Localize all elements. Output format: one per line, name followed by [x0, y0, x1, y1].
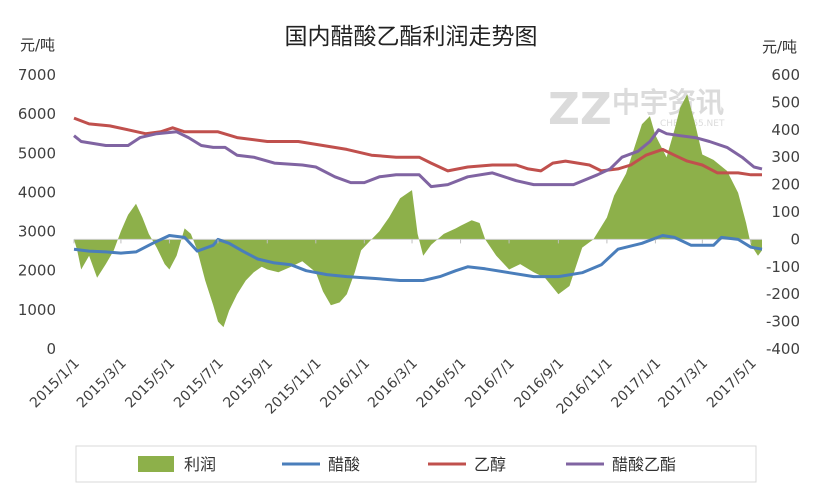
legend-label: 醋酸乙酯 [612, 455, 676, 474]
plot-area [73, 94, 763, 328]
right-y-tick-label: 500 [771, 93, 800, 111]
x-tick-label: 2016/3/1 [365, 356, 421, 412]
left-y-tick-label: 4000 [18, 183, 56, 201]
legend-swatch-area [138, 456, 174, 472]
left-y-tick-label: 5000 [18, 144, 56, 162]
x-tick-label: 2015/3/1 [74, 356, 130, 412]
x-tick-label: 2015/1/1 [27, 356, 83, 412]
x-tick-label: 2016/1/1 [317, 356, 373, 412]
series-line-acetic-acid [73, 234, 763, 282]
right-y-tick-label: 300 [771, 148, 800, 166]
right-y-tick-label: -100 [766, 258, 800, 276]
x-tick-label: 2017/5/1 [704, 356, 760, 412]
x-tick-label: 2016/5/1 [414, 356, 470, 412]
x-tick-label: 2016/7/1 [462, 356, 518, 412]
right-y-tick-label: -400 [766, 340, 800, 358]
left-y-tick-label: 3000 [18, 223, 56, 241]
left-y-axis: 0 1000 2000 3000 4000 5000 6000 7000 [18, 66, 56, 358]
legend-label: 乙醇 [474, 455, 506, 474]
series-area-profit [74, 94, 762, 328]
right-y-tick-label: 200 [771, 176, 800, 194]
right-y-tick-label: -300 [766, 313, 800, 331]
right-y-tick-label: -200 [766, 285, 800, 303]
x-tick-label: 2017/3/1 [655, 356, 711, 412]
left-y-tick-label: 0 [46, 340, 56, 358]
x-tick-label: 2017/1/1 [608, 356, 664, 412]
right-y-axis: -400 -300 -200 -100 0 100 200 300 400 500 600 [766, 66, 800, 358]
legend-label: 利润 [184, 455, 216, 474]
series-line-ethanol [73, 116, 762, 177]
x-axis: 2015/1/12015/3/12015/5/12015/7/12015/9/1… [27, 239, 760, 418]
x-tick-label: 2015/7/1 [171, 356, 227, 412]
left-y-tick-label: 6000 [18, 105, 56, 123]
right-y-tick-label: 0 [790, 230, 800, 248]
left-y-tick-label: 7000 [18, 66, 56, 84]
right-y-tick-label: 400 [771, 121, 800, 139]
watermark-brand-text: 中宇资讯 [612, 86, 724, 119]
series-line-ethyl-acetate [73, 128, 763, 189]
right-y-tick-label: 600 [771, 66, 800, 84]
legend: 利润 醋酸 乙醇 醋酸乙酯 [138, 455, 676, 474]
legend-label: 醋酸 [328, 455, 360, 474]
watermark-logo-mark: ZZ [548, 84, 612, 135]
right-axis-unit: 元/吨 [762, 38, 797, 56]
left-axis-unit: 元/吨 [20, 36, 55, 54]
watermark-logo: ZZ 中宇资讯 CHEM365.NET [548, 84, 725, 135]
legend-box [75, 445, 757, 483]
x-tick-label: 2015/5/1 [122, 356, 178, 412]
right-y-tick-label: 100 [771, 203, 800, 221]
left-y-tick-label: 2000 [18, 262, 56, 280]
left-y-tick-label: 1000 [18, 301, 56, 319]
chart-title: 国内醋酸乙酯利润走势图 [285, 24, 538, 50]
